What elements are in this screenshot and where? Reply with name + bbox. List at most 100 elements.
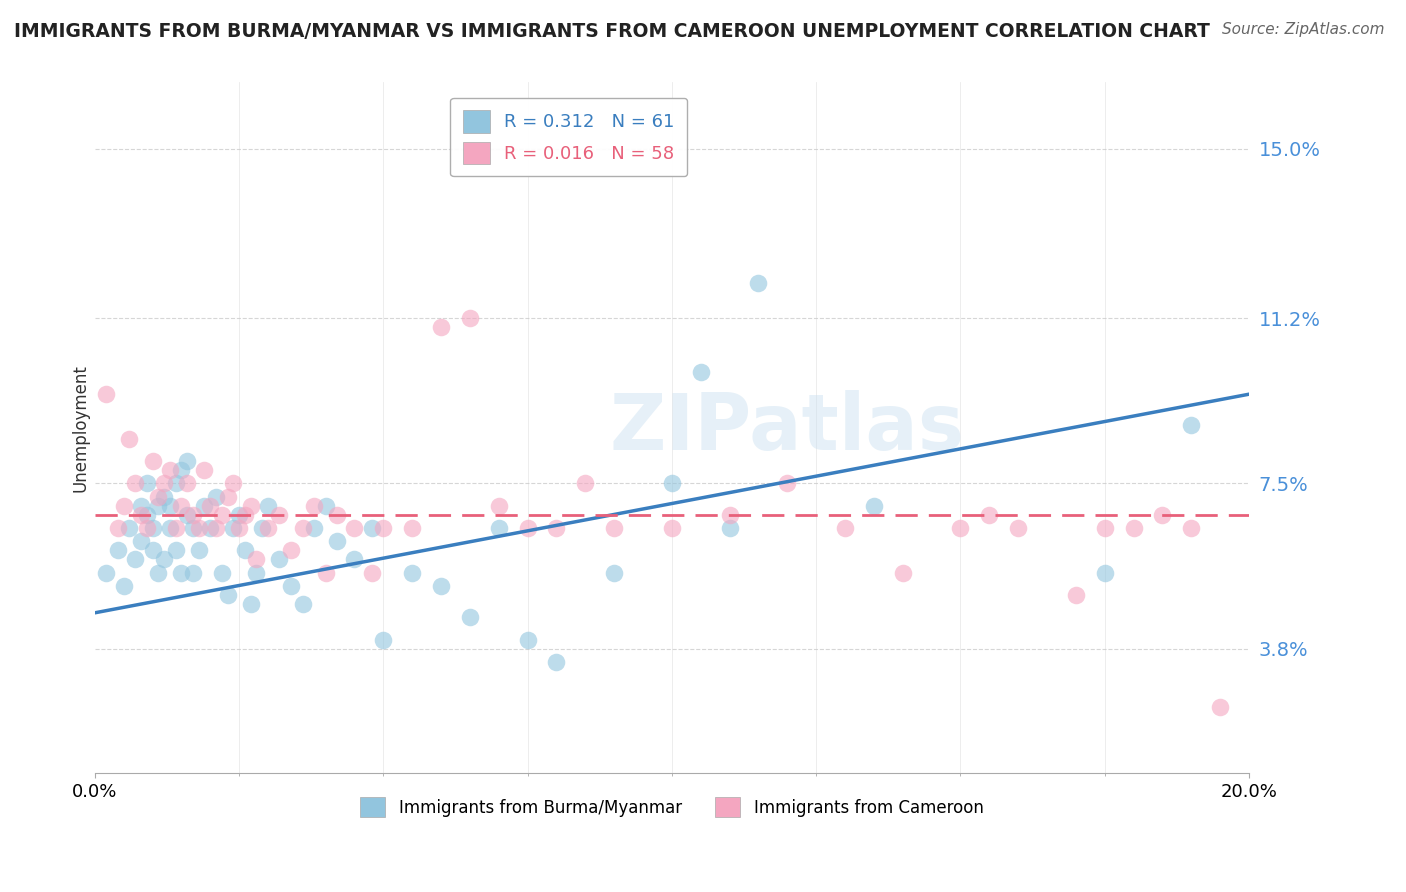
Point [1180, 521, 1202, 535]
Point [96, 566, 118, 580]
Point [165, 476, 187, 491]
Point [153, 476, 176, 491]
Point [863, 499, 886, 513]
Point [181, 508, 204, 522]
Point [603, 521, 626, 535]
Point [153, 552, 176, 566]
Point [574, 476, 596, 491]
Point [979, 508, 1001, 522]
Point [222, 521, 245, 535]
Point [430, 579, 453, 593]
Point [1064, 588, 1087, 602]
Point [488, 521, 510, 535]
Point [1007, 521, 1029, 535]
Point [107, 521, 129, 535]
Point [689, 365, 711, 379]
Point [401, 521, 423, 535]
Point [326, 534, 349, 549]
Point [291, 597, 314, 611]
Point [245, 552, 267, 566]
Point [222, 476, 245, 491]
Point [135, 521, 157, 535]
Point [250, 521, 273, 535]
Point [181, 566, 204, 580]
Text: IMMIGRANTS FROM BURMA/MYANMAR VS IMMIGRANTS FROM CAMEROON UNEMPLOYMENT CORRELATI: IMMIGRANTS FROM BURMA/MYANMAR VS IMMIGRA… [14, 22, 1211, 41]
Point [181, 521, 204, 535]
Point [302, 499, 325, 513]
Point [228, 521, 250, 535]
Point [165, 521, 187, 535]
Point [280, 543, 302, 558]
Point [360, 521, 382, 535]
Point [200, 521, 222, 535]
Point [118, 432, 141, 446]
Point [170, 499, 193, 513]
Point [718, 508, 741, 522]
Point [170, 463, 193, 477]
Point [193, 463, 215, 477]
Point [834, 521, 856, 535]
Point [141, 521, 163, 535]
Point [1094, 566, 1116, 580]
Point [718, 521, 741, 535]
Y-axis label: Unemployment: Unemployment [72, 364, 89, 491]
Point [280, 579, 302, 593]
Point [107, 543, 129, 558]
Point [373, 632, 395, 647]
Point [373, 521, 395, 535]
Text: Source: ZipAtlas.com: Source: ZipAtlas.com [1222, 22, 1385, 37]
Point [187, 543, 209, 558]
Point [603, 566, 626, 580]
Point [141, 454, 163, 468]
Point [187, 521, 209, 535]
Point [1122, 521, 1144, 535]
Point [257, 521, 280, 535]
Point [1209, 699, 1232, 714]
Point [129, 499, 152, 513]
Point [239, 597, 262, 611]
Point [159, 463, 181, 477]
Point [239, 499, 262, 513]
Point [661, 476, 683, 491]
Point [124, 552, 146, 566]
Point [326, 508, 349, 522]
Point [112, 499, 135, 513]
Point [217, 490, 239, 504]
Point [141, 543, 163, 558]
Point [430, 320, 453, 334]
Point [176, 476, 198, 491]
Point [176, 508, 198, 522]
Point [233, 508, 256, 522]
Point [1180, 418, 1202, 433]
Point [488, 499, 510, 513]
Point [129, 508, 152, 522]
Legend: Immigrants from Burma/Myanmar, Immigrants from Cameroon: Immigrants from Burma/Myanmar, Immigrant… [354, 790, 990, 824]
Point [233, 543, 256, 558]
Point [148, 490, 170, 504]
Point [949, 521, 972, 535]
Point [891, 566, 914, 580]
Point [269, 552, 291, 566]
Point [315, 499, 337, 513]
Text: ZIPatlas: ZIPatlas [610, 390, 965, 466]
Point [401, 566, 423, 580]
Point [360, 566, 382, 580]
Point [776, 476, 799, 491]
Point [269, 508, 291, 522]
Point [148, 566, 170, 580]
Point [200, 499, 222, 513]
Point [1152, 508, 1174, 522]
Point [516, 632, 538, 647]
Point [302, 521, 325, 535]
Point [153, 490, 176, 504]
Point [1094, 521, 1116, 535]
Point [165, 543, 187, 558]
Point [245, 566, 267, 580]
Point [135, 476, 157, 491]
Point [112, 579, 135, 593]
Point [228, 508, 250, 522]
Point [343, 552, 366, 566]
Point [148, 499, 170, 513]
Point [315, 566, 337, 580]
Point [159, 521, 181, 535]
